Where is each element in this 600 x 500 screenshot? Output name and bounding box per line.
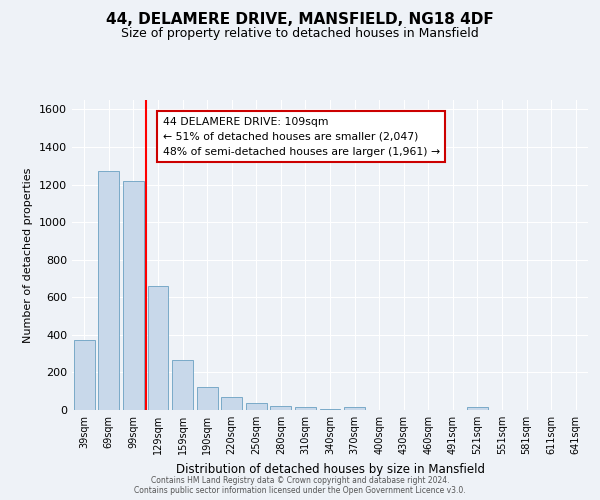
Bar bbox=[246, 404, 267, 410]
Text: Size of property relative to detached houses in Mansfield: Size of property relative to detached ho… bbox=[121, 28, 479, 40]
Bar bbox=[467, 407, 488, 410]
Bar bbox=[98, 172, 119, 410]
Bar bbox=[344, 407, 365, 410]
Bar bbox=[74, 340, 95, 410]
Text: 44 DELAMERE DRIVE: 109sqm
← 51% of detached houses are smaller (2,047)
48% of se: 44 DELAMERE DRIVE: 109sqm ← 51% of detac… bbox=[163, 117, 440, 156]
Bar bbox=[123, 181, 144, 410]
Bar bbox=[172, 360, 193, 410]
Bar bbox=[197, 388, 218, 410]
Y-axis label: Number of detached properties: Number of detached properties bbox=[23, 168, 34, 342]
Bar bbox=[221, 397, 242, 410]
Text: Contains HM Land Registry data © Crown copyright and database right 2024.: Contains HM Land Registry data © Crown c… bbox=[151, 476, 449, 485]
X-axis label: Distribution of detached houses by size in Mansfield: Distribution of detached houses by size … bbox=[176, 462, 485, 475]
Bar bbox=[320, 409, 340, 410]
Bar bbox=[295, 407, 316, 410]
Text: Contains public sector information licensed under the Open Government Licence v3: Contains public sector information licen… bbox=[134, 486, 466, 495]
Bar bbox=[271, 406, 292, 410]
Text: 44, DELAMERE DRIVE, MANSFIELD, NG18 4DF: 44, DELAMERE DRIVE, MANSFIELD, NG18 4DF bbox=[106, 12, 494, 28]
Bar bbox=[148, 286, 169, 410]
